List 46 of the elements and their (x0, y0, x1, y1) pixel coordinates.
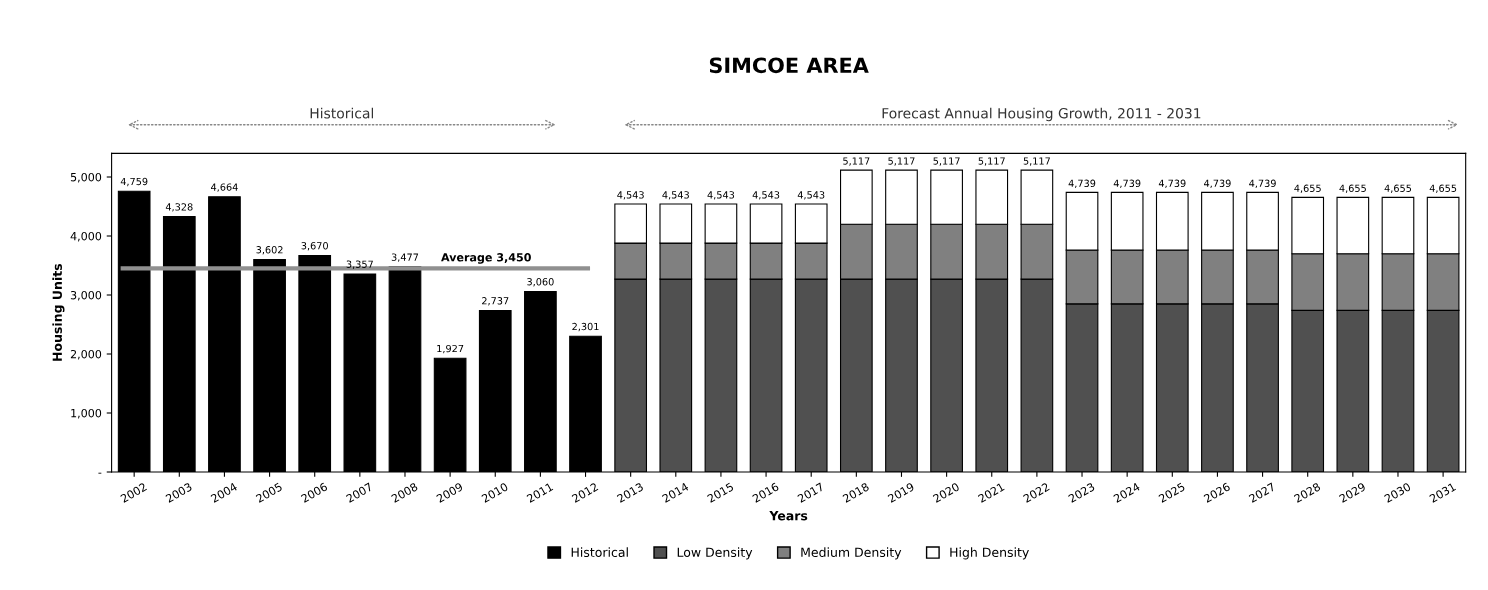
total-label: 4,655 (1384, 184, 1412, 193)
total-label: 4,543 (662, 191, 689, 200)
total-label: 5,117 (978, 157, 1005, 166)
data-label: 3,357 (346, 260, 373, 269)
y-axis-title: Housing Units (52, 263, 65, 361)
total-label: 4,543 (617, 191, 644, 200)
total-label: 4,655 (1429, 184, 1457, 193)
total-label: 4,655 (1294, 184, 1321, 193)
data-label: 2,301 (572, 322, 599, 332)
data-label: 4,664 (211, 183, 238, 192)
y-tick-label: 2,000 (70, 349, 102, 360)
y-tick-label: - (98, 472, 102, 474)
data-label: 1,927 (437, 344, 464, 354)
legend-label: High Density (950, 547, 1029, 560)
text: Historical (310, 107, 374, 119)
y-tick-label: 1,000 (71, 408, 102, 419)
total-label: 5,117 (888, 157, 915, 166)
total-label: 4,739 (1068, 179, 1096, 188)
text: Forecast Annual Housing Growth, 2011 - 2031 (882, 107, 1201, 122)
data-label: 4,759 (120, 177, 148, 187)
data-label: 3,670 (301, 242, 328, 251)
data-label: 4,328 (165, 203, 193, 212)
ref-line-label: Average 3,450 (441, 253, 531, 264)
total-label: 4,739 (1158, 179, 1186, 188)
y-tick-label: 5,000 (70, 172, 102, 183)
total-label: 4,739 (1203, 179, 1231, 188)
chart-title: SIMCOE AREA (709, 57, 869, 74)
data-label: 3,477 (391, 253, 419, 262)
total-label: 4,543 (797, 191, 825, 200)
total-label: 4,739 (1113, 179, 1141, 188)
data-label: 2,737 (482, 297, 509, 306)
total-label: 5,117 (1023, 157, 1050, 166)
x-axis-title: Years (769, 511, 808, 521)
total-label: 5,117 (933, 157, 960, 166)
data-label: 3,060 (527, 278, 554, 287)
y-tick-label: 4,000 (70, 231, 102, 242)
total-label: 4,543 (707, 191, 735, 200)
legend-label: Low Density (677, 547, 753, 560)
data-label: 3,602 (256, 246, 283, 255)
total-label: 4,739 (1249, 179, 1276, 188)
y-tick-label: 3,000 (70, 290, 102, 301)
legend-label: Medium Density (801, 547, 902, 560)
legend-label: Historical (571, 547, 628, 558)
total-label: 5,117 (843, 157, 870, 166)
total-label: 4,655 (1339, 184, 1366, 193)
total-label: 4,543 (752, 191, 780, 200)
